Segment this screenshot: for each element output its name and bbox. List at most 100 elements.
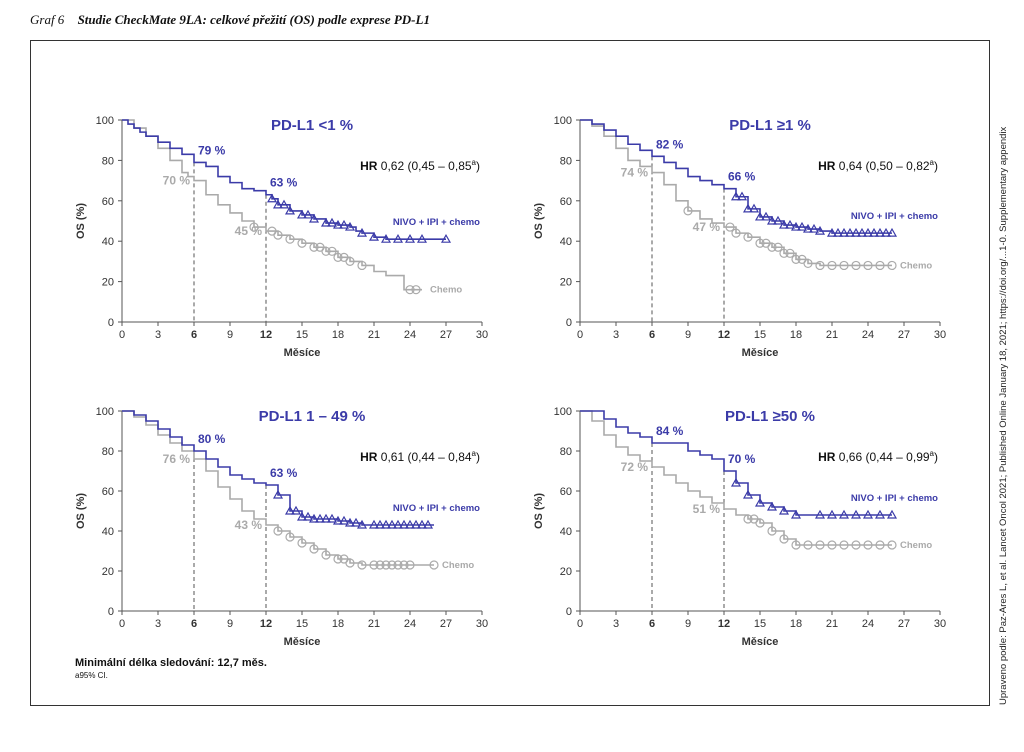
x-tick-label: 9 <box>685 618 691 630</box>
nivo-censor-mark <box>416 233 428 243</box>
chemo-censor-mark <box>875 540 885 550</box>
chemo-censor-mark <box>345 256 355 266</box>
y-axis-label: OS (%) <box>75 203 87 239</box>
nivo-percent-label: 84 % <box>656 424 684 438</box>
hr-value: 0,66 (0,44 – 0,99 <box>839 450 930 464</box>
y-tick-label: 20 <box>560 566 572 578</box>
x-tick-label: 6 <box>191 329 197 341</box>
x-tick-label: 12 <box>718 329 730 341</box>
nivo-censor-mark <box>356 519 368 529</box>
caption-title: Studie CheckMate 9LA: celkové přežití (O… <box>77 12 430 27</box>
x-tick-label: 27 <box>898 618 910 630</box>
hr-value: 0,61 (0,44 – 0,84 <box>381 450 472 464</box>
nivo-censor-mark <box>730 191 742 201</box>
side-source-note: Upraveno podle: Paz-Ares L, et al. Lance… <box>998 126 1009 705</box>
chemo-censor-mark <box>743 514 753 524</box>
x-tick-label: 24 <box>862 329 874 341</box>
chemo-censor-mark <box>429 560 439 570</box>
x-axis-label: Měsíce <box>742 347 779 359</box>
chemo-censor-mark <box>405 285 415 295</box>
x-tick-label: 30 <box>934 618 946 630</box>
nivo-censor-mark <box>404 233 416 243</box>
panel-title: PD-L1 ≥50 % <box>725 408 815 425</box>
y-tick-label: 100 <box>96 406 114 418</box>
hr-value: 0,64 (0,50 – 0,82 <box>839 159 930 173</box>
nivo-censor-mark <box>278 199 290 209</box>
chemo-censor-mark <box>297 538 307 548</box>
nivo-censor-mark <box>392 233 404 243</box>
nivo-censor-mark <box>886 227 898 237</box>
y-tick-label: 60 <box>102 486 114 498</box>
nivo-censor-mark <box>850 227 862 237</box>
chemo-censor-mark <box>875 260 885 271</box>
y-tick-label: 80 <box>102 446 114 458</box>
nivo-censor-mark <box>416 519 428 529</box>
nivo-censor-mark <box>392 519 404 529</box>
x-tick-label: 0 <box>577 618 583 630</box>
x-tick-label: 24 <box>862 618 874 630</box>
nivo-censor-mark <box>838 509 850 519</box>
nivo-censor-mark <box>344 517 356 527</box>
nivo-censor-mark <box>398 519 410 529</box>
nivo-censor-mark <box>284 505 296 515</box>
nivo-censor-mark <box>326 217 338 227</box>
nivo-censor-mark <box>338 219 350 229</box>
x-tick-label: 6 <box>649 618 655 630</box>
x-tick-label: 9 <box>227 618 233 630</box>
nivo-censor-mark <box>368 231 380 241</box>
nivo-censor-mark <box>302 511 314 521</box>
x-tick-label: 21 <box>826 618 838 630</box>
nivo-censor-mark <box>748 203 760 213</box>
x-tick-label: 15 <box>296 329 308 341</box>
nivo-censor-mark <box>404 519 416 529</box>
nivo-censor-mark <box>850 509 862 519</box>
chemo-censor-mark <box>411 285 421 295</box>
y-tick-label: 0 <box>566 606 572 618</box>
nivo-censor-mark <box>826 227 838 237</box>
nivo-censor-mark <box>790 509 802 519</box>
x-tick-label: 6 <box>649 329 655 341</box>
hazard-ratio: HR 0,66 (0,44 – 0,99a) <box>818 449 938 464</box>
chemo-series-label: Chemo <box>900 540 932 551</box>
hr-superscript: a <box>930 449 935 458</box>
nivo-censor-mark <box>790 221 802 231</box>
nivo-censor-mark <box>272 489 284 499</box>
chemo-censor-mark <box>375 560 385 570</box>
chemo-censor-mark <box>399 560 409 570</box>
chart-panel-4: 0 3 6 9 12 15 18 21 24 27 30 0 20 40 60 80 100 Měsíce OS (… <box>533 406 946 648</box>
x-tick-label: 6 <box>191 618 197 630</box>
chemo-percent-label: 51 % <box>693 502 721 516</box>
figure-frame <box>30 40 990 706</box>
chemo-censor-mark <box>779 534 789 544</box>
x-tick-label: 18 <box>790 618 802 630</box>
nivo-censor-mark <box>730 477 742 487</box>
y-tick-label: 20 <box>102 277 114 289</box>
nivo-percent-label: 63 % <box>270 466 298 480</box>
y-tick-label: 0 <box>108 606 114 618</box>
chemo-percent-label: 72 % <box>621 460 649 474</box>
nivo-censor-mark <box>332 515 344 525</box>
nivo-censor-mark <box>814 509 826 519</box>
chemo-censor-mark <box>785 248 795 258</box>
chemo-censor-mark <box>815 540 825 550</box>
chemo-censor-mark <box>767 242 777 252</box>
chemo-censor-mark <box>273 230 283 240</box>
nivo-curve <box>122 119 446 240</box>
chemo-censor-mark <box>683 206 693 216</box>
chemo-censor-mark <box>273 526 283 536</box>
chemo-censor-mark <box>249 222 259 232</box>
nivo-percent-label: 79 % <box>198 143 226 157</box>
chemo-censor-mark <box>369 560 379 570</box>
hr-superscript: a <box>472 449 477 458</box>
chemo-censor-mark <box>333 554 343 564</box>
nivo-censor-mark <box>440 233 452 243</box>
panel-title: PD-L1 ≥1 % <box>729 117 811 134</box>
chemo-censor-mark <box>309 242 319 252</box>
hr-superscript: a <box>930 158 935 167</box>
nivo-curve <box>580 410 892 516</box>
panel-title: PD-L1 1 – 49 % <box>259 408 366 425</box>
hr-close: ) <box>476 159 480 173</box>
chemo-censor-mark <box>863 540 873 550</box>
chemo-censor-mark <box>803 258 813 269</box>
chemo-censor-mark <box>297 238 307 248</box>
